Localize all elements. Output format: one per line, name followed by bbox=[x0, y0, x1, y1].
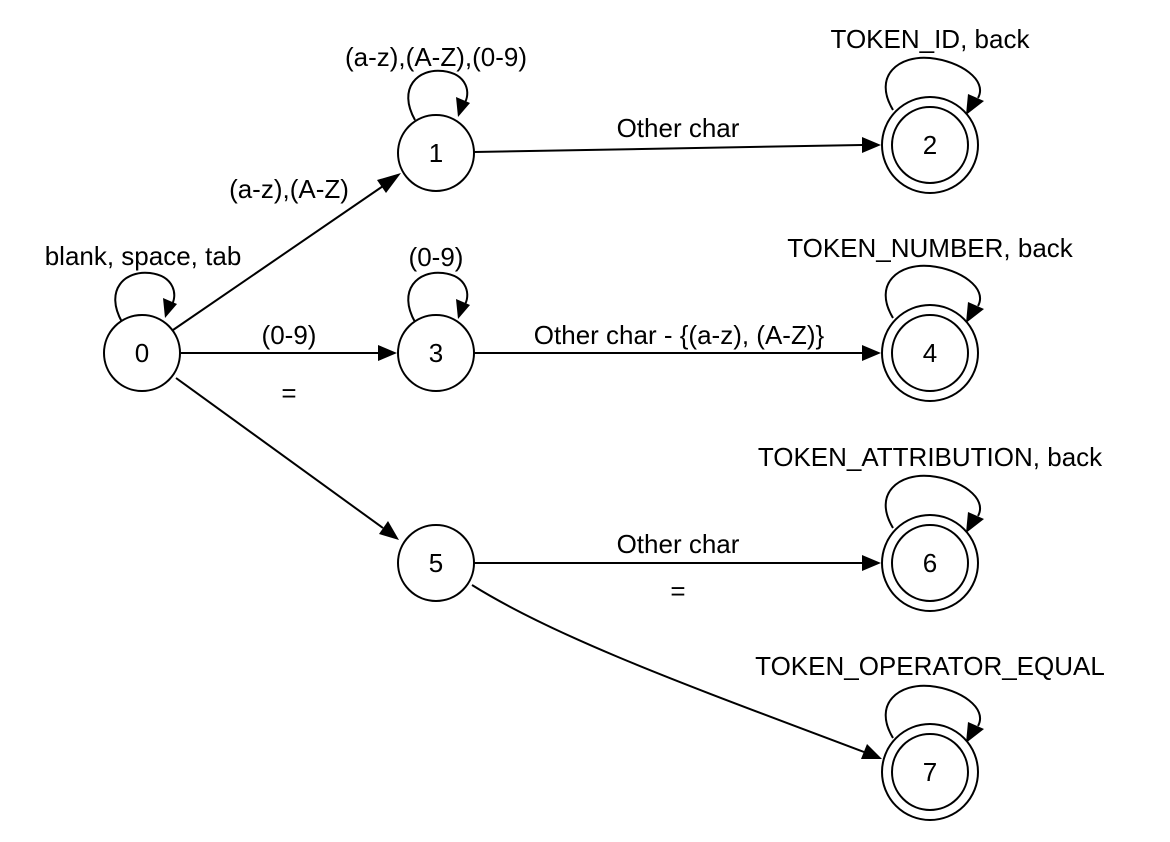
self-loop-2 bbox=[884, 56, 981, 111]
state-accepting-ring-7 bbox=[891, 733, 969, 811]
arrowhead-0-to-5 bbox=[379, 521, 399, 540]
state-6: 6 bbox=[881, 514, 979, 612]
arrowhead-0-to-1 bbox=[377, 173, 401, 193]
arrowhead-loop-2 bbox=[966, 94, 984, 115]
edge-label-loop-3: (0-9) bbox=[409, 242, 464, 272]
arrowhead-1-to-2 bbox=[862, 137, 881, 153]
state-4: 4 bbox=[881, 304, 979, 402]
state-label-4: 4 bbox=[923, 338, 937, 368]
edge-label-loop-4: TOKEN_NUMBER, back bbox=[787, 233, 1074, 263]
edge-label-0-to-1: (a-z),(A-Z) bbox=[229, 174, 349, 204]
state-circle-3 bbox=[397, 314, 475, 392]
state-label-2: 2 bbox=[923, 130, 937, 160]
edge-label-5-to-6: Other char bbox=[617, 529, 740, 559]
arrowhead-3-to-4 bbox=[862, 345, 881, 361]
state-0: 0 bbox=[103, 314, 181, 392]
self-loop-7 bbox=[884, 684, 981, 739]
arrowhead-loop-6 bbox=[966, 512, 984, 533]
edge-label-loop-6: TOKEN_ATTRIBUTION, back bbox=[758, 442, 1103, 472]
state-circle-2 bbox=[881, 96, 979, 194]
state-circle-4 bbox=[881, 304, 979, 402]
edge-label-0-to-3: (0-9) bbox=[262, 320, 317, 350]
edge-label-5-to-7: = bbox=[670, 576, 685, 606]
state-label-3: 3 bbox=[429, 338, 443, 368]
arrowhead-loop-0 bbox=[163, 298, 177, 318]
self-loop-0 bbox=[114, 271, 176, 323]
state-7: 7 bbox=[881, 723, 979, 821]
state-circle-6 bbox=[881, 514, 979, 612]
state-accepting-ring-6 bbox=[891, 524, 969, 602]
state-accepting-ring-2 bbox=[891, 106, 969, 184]
arrowhead-loop-1 bbox=[456, 97, 470, 117]
edge-label-loop-2: TOKEN_ID, back bbox=[831, 24, 1031, 54]
arrowhead-loop-4 bbox=[966, 302, 984, 323]
edge-1-to-2 bbox=[473, 144, 863, 153]
edge-label-loop-1: (a-z),(A-Z),(0-9) bbox=[345, 42, 527, 72]
state-label-7: 7 bbox=[923, 757, 937, 787]
self-loop-6 bbox=[884, 474, 981, 529]
edge-label-3-to-4: Other char - {(a-z), (A-Z)} bbox=[534, 320, 825, 350]
state-label-1: 1 bbox=[429, 138, 443, 168]
arrowhead-0-to-3 bbox=[378, 345, 397, 361]
edge-label-loop-0: blank, space, tab bbox=[45, 241, 242, 271]
edge-5-to-7 bbox=[471, 584, 865, 753]
arrowhead-5-to-6 bbox=[862, 555, 881, 571]
state-circle-0 bbox=[103, 314, 181, 392]
edge-label-loop-7: TOKEN_OPERATOR_EQUAL bbox=[755, 651, 1105, 681]
state-accepting-ring-4 bbox=[891, 314, 969, 392]
state-circle-1 bbox=[397, 114, 475, 192]
state-circle-5 bbox=[397, 524, 475, 602]
arrowhead-loop-3 bbox=[456, 299, 470, 319]
edge-label-0-to-5: = bbox=[281, 378, 296, 408]
state-3: 3 bbox=[397, 314, 475, 392]
self-loop-4 bbox=[884, 264, 981, 319]
edge-0-to-5 bbox=[175, 377, 384, 529]
state-label-6: 6 bbox=[923, 548, 937, 578]
edge-0-to-1 bbox=[172, 183, 387, 331]
state-label-0: 0 bbox=[135, 338, 149, 368]
edge-label-1-to-2: Other char bbox=[617, 113, 740, 143]
state-1: 1 bbox=[397, 114, 475, 192]
state-2: 2 bbox=[881, 96, 979, 194]
arrowhead-5-to-7 bbox=[861, 744, 882, 759]
arrowhead-loop-7 bbox=[966, 722, 984, 743]
state-circle-7 bbox=[881, 723, 979, 821]
self-loop-3 bbox=[407, 271, 469, 323]
state-label-5: 5 bbox=[429, 548, 443, 578]
self-loop-1 bbox=[407, 69, 469, 121]
state-5: 5 bbox=[397, 524, 475, 602]
